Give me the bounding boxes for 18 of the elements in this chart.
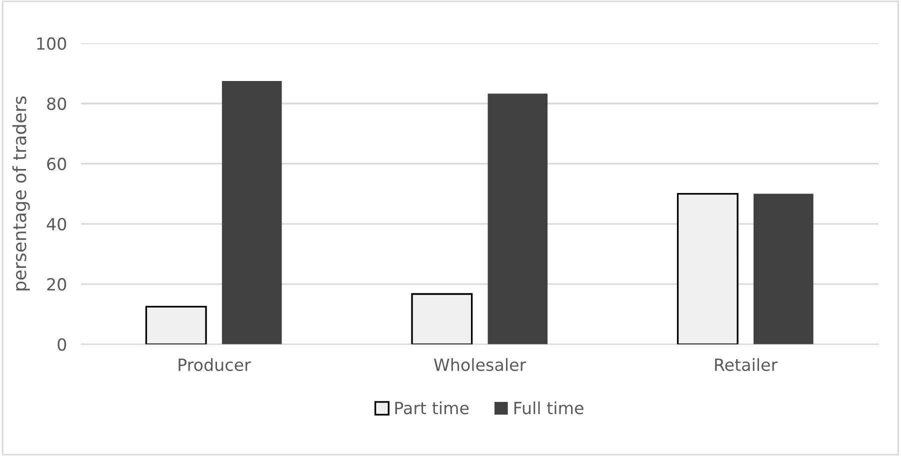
x-tick-label: Producer bbox=[178, 358, 251, 372]
y-axis-title: persentage of traders bbox=[12, 96, 30, 290]
y-tick-label: 40 bbox=[46, 218, 66, 230]
y-tick-label: 80 bbox=[47, 97, 66, 110]
bar bbox=[222, 80, 282, 344]
y-tick-label: 100 bbox=[37, 37, 66, 50]
bar bbox=[676, 192, 738, 344]
y-tick-label: 20 bbox=[47, 278, 66, 291]
bar bbox=[488, 94, 548, 344]
bar bbox=[411, 293, 473, 344]
y-tick-label: 60 bbox=[47, 158, 66, 170]
legend-label: Part time bbox=[395, 401, 469, 414]
bar bbox=[754, 194, 814, 344]
bar bbox=[145, 306, 207, 344]
x-tick-label: Wholesaler bbox=[434, 358, 526, 372]
y-tick-label: 0 bbox=[58, 338, 66, 351]
legend-label: Full time bbox=[514, 401, 584, 414]
x-tick-label: Retailer bbox=[715, 358, 778, 372]
